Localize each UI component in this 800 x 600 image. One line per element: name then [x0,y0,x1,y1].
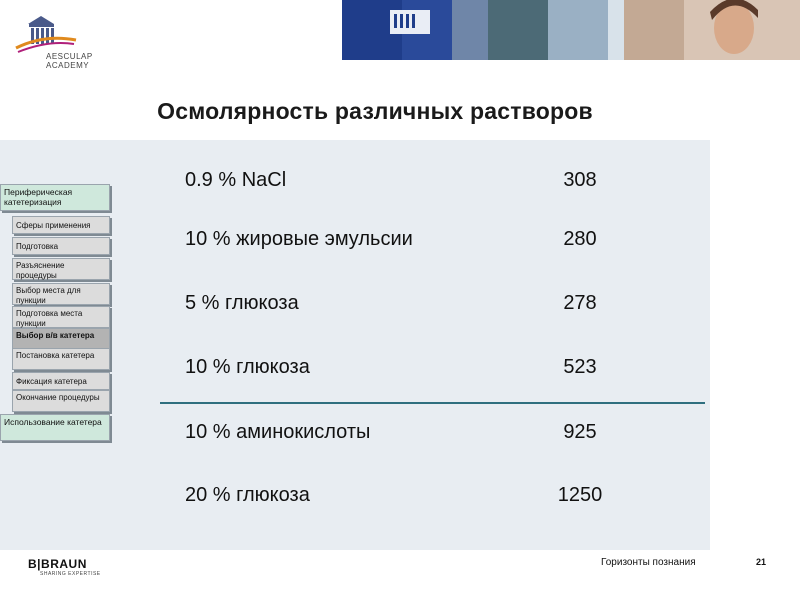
nav-item-site-preparation[interactable]: Подготовка места пункции [12,306,110,328]
row-value: 523 [563,356,597,378]
header-banner [342,0,800,60]
bbraun-tagline: SHARING EXPERTISE [40,571,101,577]
nav-item-procedure-end[interactable]: Окончание процедуры [12,390,110,412]
bbraun-logo: B|BRAUN [28,557,87,571]
nav-item-catheter-placement[interactable]: Постановка катетера [12,348,110,370]
row-label: 10 % аминокислоты [185,421,371,443]
flag-icon [390,10,430,34]
nav-item-site-choice[interactable]: Выбор места для пункции [12,283,110,305]
row-label: 5 % глюкоза [185,292,299,314]
row-value: 1250 [557,484,603,506]
row-label: 10 % жировые эмульсии [185,228,413,250]
logo-text: AESCULAP ACADEMY [46,52,93,70]
nav-peripheral-catheterization[interactable]: Периферическая катетеризация [0,184,110,211]
row-label: 20 % глюкоза [185,484,310,506]
slide-title: Осмолярность различных растворов [157,98,593,124]
nav-catheter-usage[interactable]: Использование катетера [0,414,110,441]
page-number: 21 [756,557,767,567]
row-value: 925 [563,421,597,443]
aesculap-academy-logo [15,16,77,53]
doctor-photo [710,0,758,54]
content-panel [0,140,710,550]
row-divider [160,402,705,404]
row-value: 280 [563,228,597,250]
row-label: 0.9 % NaCl [185,169,287,191]
row-label: 10 % глюкоза [185,356,310,378]
row-value: 308 [563,169,597,191]
nav-item-catheter-fixation[interactable]: Фиксация катетера [12,372,110,390]
nav-item-explanation[interactable]: Разъяснение процедуры [12,258,110,280]
row-value: 278 [563,292,597,314]
nav-item-preparation[interactable]: Подготовка [12,237,110,255]
footer-title: Горизонты познания [601,557,696,568]
nav-item-catheter-choice[interactable]: Выбор в/в катетера [12,328,110,350]
nav-item-application[interactable]: Сферы применения [12,216,110,234]
